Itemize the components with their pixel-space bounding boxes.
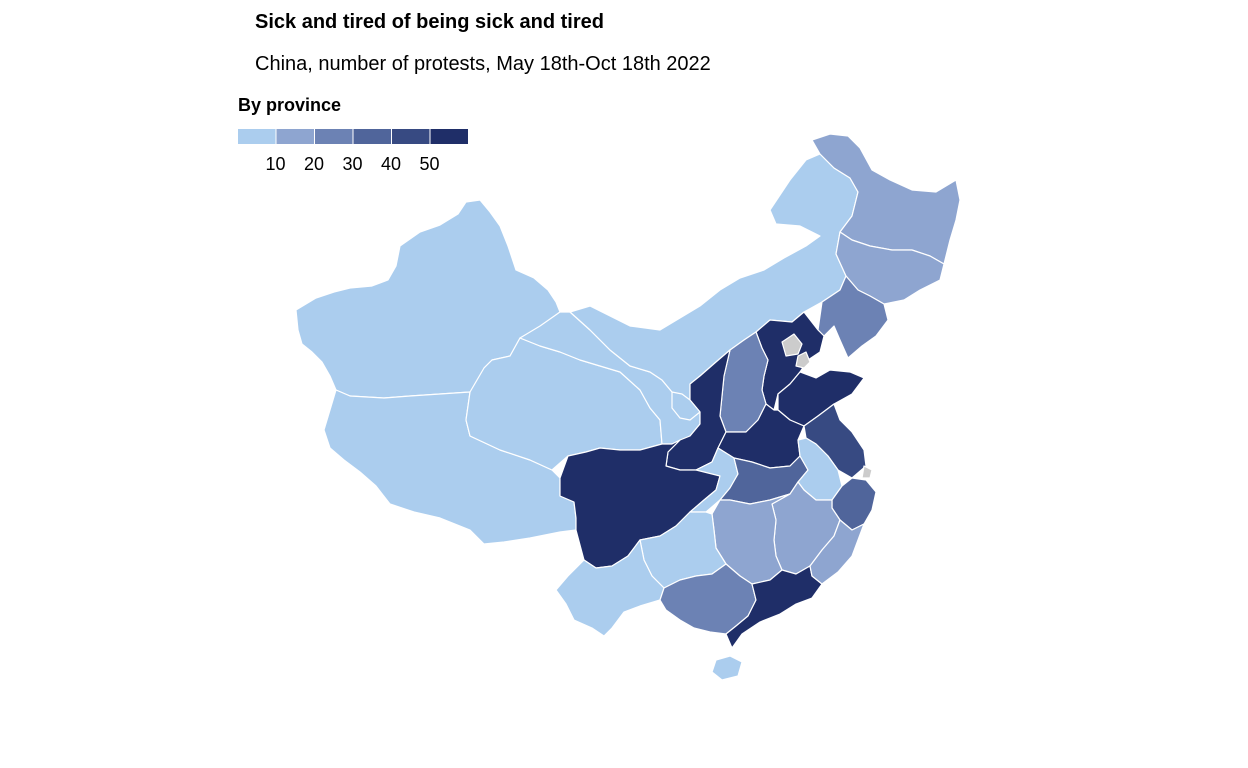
province-regions	[295, 133, 961, 681]
legend-tick-label: 10	[265, 154, 285, 174]
legend-swatch-5	[392, 129, 430, 144]
region-liaoning	[817, 275, 889, 359]
legend-title: By province	[238, 95, 342, 115]
legend-tick-label: 20	[304, 154, 324, 174]
legend-swatch-6	[430, 129, 468, 144]
color-legend: 10 20 30 40 50	[238, 129, 468, 174]
region-tianjin	[795, 351, 811, 369]
chart-title: Sick and tired of being sick and tired	[255, 11, 604, 33]
region-beijing	[781, 333, 803, 357]
legend-swatch-2	[276, 129, 314, 144]
region-guangdong	[725, 565, 823, 649]
legend-swatch-4	[353, 129, 391, 144]
legend-tick-label: 50	[419, 154, 439, 174]
chart-subtitle: China, number of protests, May 18th-Oct …	[255, 53, 711, 75]
region-fujian	[809, 519, 865, 585]
legend-swatch-1	[238, 129, 276, 144]
legend-tick-label: 40	[381, 154, 401, 174]
region-yunnan	[555, 539, 665, 637]
region-shanghai	[861, 465, 873, 479]
region-hainan	[711, 655, 743, 681]
region-ningxia	[671, 391, 701, 421]
legend-tick-label: 30	[342, 154, 362, 174]
legend-swatch-3	[315, 129, 353, 144]
